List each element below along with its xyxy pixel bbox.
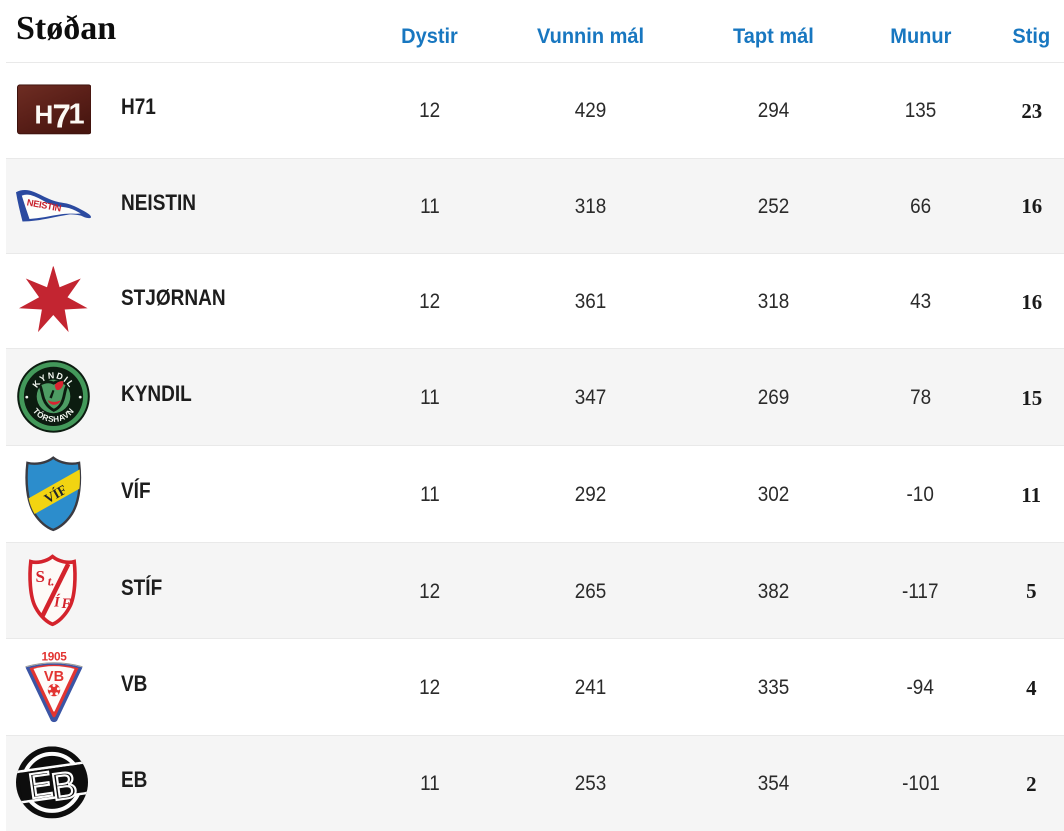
svg-text:1: 1: [68, 99, 84, 131]
svg-text:1905: 1905: [41, 650, 67, 664]
svg-text:F: F: [60, 596, 71, 612]
svg-text:S: S: [36, 567, 45, 586]
svg-text:VB: VB: [43, 669, 63, 685]
svg-text:Í: Í: [53, 593, 61, 610]
svg-text:H: H: [34, 100, 53, 130]
svg-text:t.: t.: [48, 575, 55, 589]
svg-text:E: E: [26, 765, 55, 807]
svg-text:7: 7: [52, 98, 70, 135]
svg-text:B: B: [49, 765, 80, 810]
